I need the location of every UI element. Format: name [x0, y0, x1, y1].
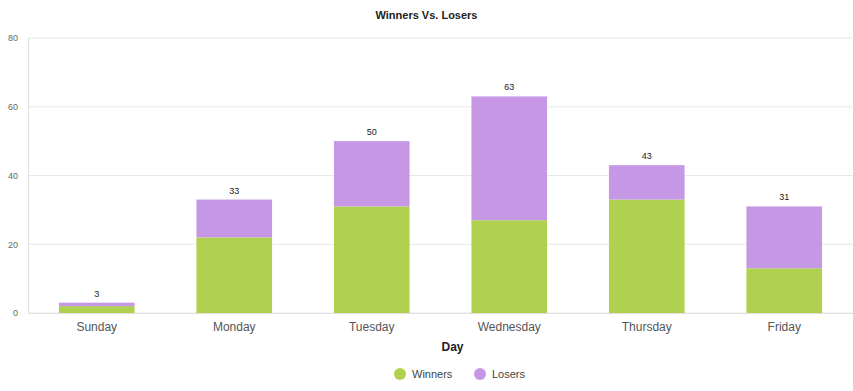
- x-axis-line: [29, 313, 853, 314]
- x-tick-label: Sunday: [76, 320, 117, 334]
- x-tick: Friday: [768, 313, 801, 334]
- grid-line: [28, 244, 853, 245]
- bar: [471, 220, 547, 313]
- legend-item: Winners: [394, 368, 453, 380]
- chart: Winners Vs. Losers 0 20 40 60 80 Sunday Monday T…: [0, 0, 853, 391]
- y-tick-label: 40: [8, 171, 18, 181]
- x-tick-label: Tuesday: [349, 320, 395, 334]
- bars: [59, 96, 822, 313]
- bar: [196, 237, 272, 313]
- x-tick: Tuesday: [349, 313, 395, 334]
- bar: [334, 141, 410, 206]
- x-tick-label: Wednesday: [478, 320, 541, 334]
- x-axis: Sunday Monday Tuesday Wednesday Thursday Frid…: [29, 313, 853, 334]
- legend: Winners Losers: [394, 368, 526, 380]
- x-tick: Monday: [213, 313, 256, 334]
- grid: [28, 38, 853, 313]
- bar: [746, 268, 822, 313]
- y-tick: 20: [8, 240, 28, 250]
- series: [59, 200, 822, 313]
- y-tick-label: 60: [8, 102, 18, 112]
- data-label: 31: [779, 192, 789, 202]
- x-tick: Sunday: [76, 313, 117, 334]
- y-tick: 60: [8, 102, 28, 112]
- bar: [334, 206, 410, 313]
- bar: [59, 306, 135, 313]
- grid-line: [28, 175, 853, 176]
- x-tick-label: Friday: [768, 320, 801, 334]
- data-label: 3: [94, 289, 99, 299]
- title: Winners Vs. Losers: [376, 9, 478, 21]
- x-tick: Thursday: [622, 313, 672, 334]
- legend-swatch: [474, 368, 486, 380]
- legend-label: Losers: [492, 368, 526, 380]
- data-labels: 33350634331: [94, 82, 789, 298]
- y-tick: 40: [8, 171, 28, 181]
- bar: [609, 165, 685, 199]
- grid-line: [28, 38, 853, 39]
- x-axis-title: Day: [441, 340, 463, 354]
- grid-line: [28, 106, 853, 107]
- bar: [746, 206, 822, 268]
- bar: [196, 200, 272, 238]
- y-axis: 0 20 40 60 80: [8, 33, 29, 318]
- data-label: 33: [229, 186, 239, 196]
- bar: [471, 96, 547, 220]
- data-label: 63: [504, 82, 514, 92]
- bar: [59, 303, 135, 306]
- legend-label: Winners: [412, 368, 453, 380]
- grid-line: [28, 313, 853, 314]
- data-label: 43: [642, 151, 652, 161]
- x-tick-label: Monday: [213, 320, 256, 334]
- legend-swatch: [394, 368, 406, 380]
- series: [59, 96, 822, 306]
- y-axis-line: [28, 39, 29, 314]
- y-tick: 80: [8, 33, 28, 43]
- legend-item: Losers: [474, 368, 526, 380]
- y-tick-label: 20: [8, 240, 18, 250]
- x-tick: Wednesday: [478, 313, 541, 334]
- y-tick-label: 80: [8, 33, 18, 43]
- bar: [609, 200, 685, 313]
- y-tick-label: 0: [13, 308, 18, 318]
- data-label: 50: [367, 127, 377, 137]
- x-tick-label: Thursday: [622, 320, 672, 334]
- y-tick: 0: [13, 308, 28, 318]
